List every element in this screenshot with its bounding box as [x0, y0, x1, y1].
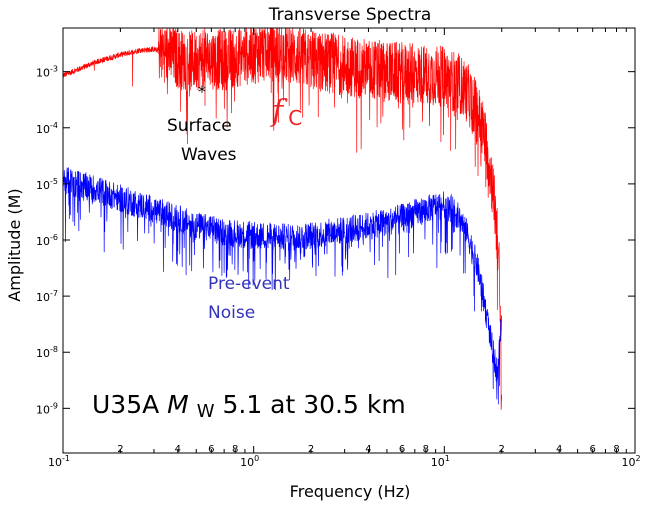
surface-waves-label: Surface	[167, 116, 232, 136]
y-tick-label-base: 10	[36, 179, 50, 192]
y-tick-label-exp: -5	[50, 177, 58, 186]
y-tick-label: 10-7	[36, 289, 58, 304]
surface-waves-label-2: Waves	[181, 145, 237, 165]
y-tick-label-base: 10	[36, 235, 50, 248]
x-minor-tick-label: 6	[399, 444, 405, 455]
y-axis-label: Amplitude (M)	[5, 188, 24, 301]
x-minor-tick-label: 8	[232, 444, 238, 455]
y-tick-label-base: 10	[36, 67, 50, 80]
x-tick-label: 100	[240, 454, 259, 469]
y-tick-label-base: 10	[36, 347, 50, 360]
surface-waves-marker: *	[198, 82, 206, 101]
pre-event-noise-label-2: Noise	[208, 303, 255, 323]
series-line-noise	[62, 167, 503, 405]
station-magnitude-m: M	[167, 390, 189, 419]
x-minor-tick-label: 4	[175, 444, 181, 455]
station-prefix: U35A	[92, 390, 167, 419]
y-tick-label: 10-6	[36, 233, 58, 248]
x-tick-label: 101	[431, 454, 450, 469]
chart-title: Transverse Spectra	[268, 5, 432, 25]
x-tick-label-exp: -1	[62, 454, 70, 463]
x-tick-label-base: 10	[240, 456, 254, 469]
y-tick-label-base: 10	[36, 123, 50, 136]
y-tick-label-exp: -8	[50, 345, 58, 354]
y-tick-label: 10-3	[36, 65, 58, 80]
x-tick-label-base: 10	[48, 456, 62, 469]
x-tick-label-base: 10	[621, 456, 635, 469]
x-tick-label-exp: 0	[254, 454, 259, 463]
corner-frequency-subscript: C	[288, 106, 302, 130]
x-minor-tick-label: 6	[590, 444, 596, 455]
y-tick-label-base: 10	[36, 291, 50, 304]
x-minor-tick-label: 4	[556, 444, 562, 455]
y-tick-label: 10-4	[36, 121, 58, 136]
y-tick-label-exp: -7	[50, 289, 58, 298]
series-layer	[62, 27, 503, 410]
y-tick-label-exp: -6	[50, 233, 58, 242]
x-tick-label-base: 10	[431, 456, 445, 469]
y-tick-label-exp: -3	[50, 65, 58, 74]
y-tick-label-exp: -9	[50, 401, 58, 410]
x-minor-tick-label: 2	[308, 444, 314, 455]
corner-frequency-label: f C	[270, 94, 302, 130]
y-tick-label-exp: -4	[50, 121, 58, 130]
x-minor-tick-label: 2	[117, 444, 123, 455]
x-minor-tick-label: 6	[208, 444, 214, 455]
y-tick-label-base: 10	[36, 403, 50, 416]
station-label: U35A M W 5.1 at 30.5 km	[92, 390, 406, 423]
x-tick-label-exp: 1	[445, 454, 450, 463]
x-tick-label: 10-1	[48, 454, 70, 469]
station-magnitude-w: W	[197, 401, 215, 422]
corner-frequency-f: f	[270, 94, 288, 129]
station-suffix: 5.1 at 30.5 km	[222, 390, 405, 419]
x-minor-tick-label: 8	[423, 444, 429, 455]
y-tick-label: 10-8	[36, 345, 58, 360]
pre-event-noise-label: Pre-event	[208, 274, 290, 294]
x-axis-label: Frequency (Hz)	[290, 482, 411, 501]
y-tick-label: 10-9	[36, 401, 58, 416]
x-tick-label-exp: 2	[635, 454, 640, 463]
x-minor-tick-label: 2	[499, 444, 505, 455]
x-tick-label: 102	[621, 454, 640, 469]
x-minor-tick-label: 4	[365, 444, 371, 455]
series-line-event	[62, 27, 503, 410]
x-minor-tick-label: 8	[613, 444, 619, 455]
y-tick-label: 10-5	[36, 177, 58, 192]
